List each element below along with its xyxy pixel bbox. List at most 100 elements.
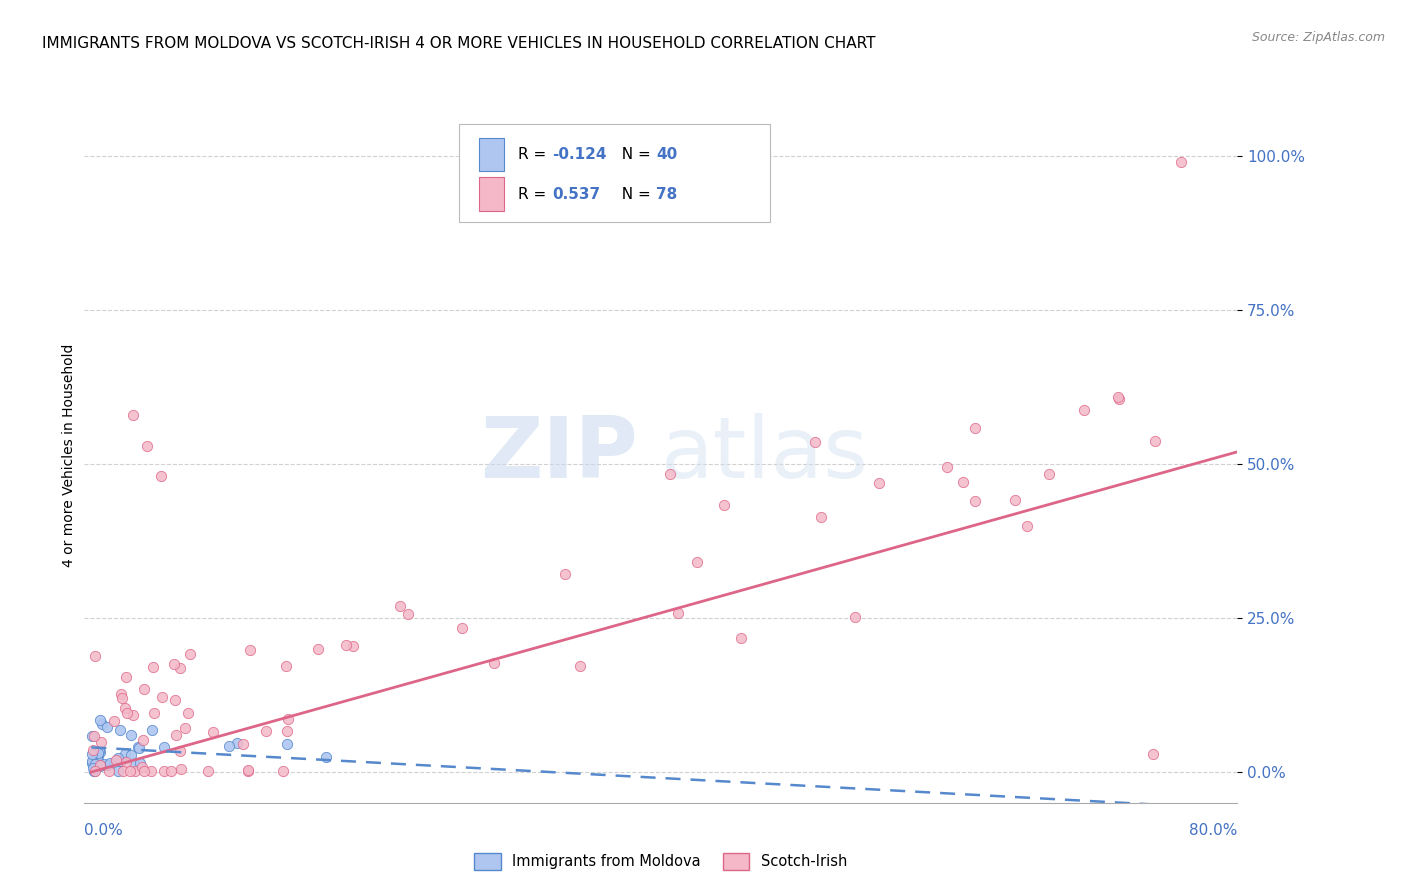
Point xyxy=(90,735,112,749)
Point xyxy=(202,725,225,739)
Point xyxy=(307,641,329,656)
Point xyxy=(82,761,104,775)
Point xyxy=(335,638,357,652)
Text: 0.0%: 0.0% xyxy=(84,823,124,838)
Point xyxy=(111,764,134,779)
Point xyxy=(132,681,155,696)
Point xyxy=(98,756,121,771)
Point xyxy=(554,567,576,582)
FancyBboxPatch shape xyxy=(460,124,770,222)
Point xyxy=(218,739,240,753)
Point xyxy=(141,764,163,779)
Point xyxy=(1004,493,1026,508)
Point xyxy=(111,691,134,706)
Point xyxy=(658,467,681,481)
Point xyxy=(232,737,254,751)
Point xyxy=(89,759,111,773)
Point xyxy=(160,764,183,779)
Point xyxy=(82,754,104,768)
Point xyxy=(107,751,129,765)
Point xyxy=(115,755,138,769)
Point xyxy=(197,764,219,779)
Point xyxy=(236,764,259,779)
Point xyxy=(963,494,986,508)
Point xyxy=(239,642,262,657)
Point xyxy=(342,639,364,653)
Legend: Immigrants from Moldova, Scotch-Irish: Immigrants from Moldova, Scotch-Irish xyxy=(468,847,853,876)
FancyBboxPatch shape xyxy=(478,178,503,211)
Point xyxy=(1107,390,1129,404)
Point xyxy=(82,756,104,770)
Point xyxy=(115,671,138,685)
Point xyxy=(84,764,107,779)
Point xyxy=(174,721,197,735)
Point xyxy=(236,763,259,777)
Point xyxy=(83,648,105,663)
Point xyxy=(803,435,825,450)
Point xyxy=(451,621,474,635)
Text: IMMIGRANTS FROM MOLDOVA VS SCOTCH-IRISH 4 OR MORE VEHICLES IN HOUSEHOLD CORRELAT: IMMIGRANTS FROM MOLDOVA VS SCOTCH-IRISH … xyxy=(42,36,876,51)
Point xyxy=(132,764,155,779)
Point xyxy=(86,749,108,764)
Point xyxy=(82,729,104,743)
Point xyxy=(122,408,145,422)
Point xyxy=(89,757,111,772)
Point xyxy=(952,475,974,490)
Point xyxy=(120,764,142,779)
Text: ZIP: ZIP xyxy=(479,413,638,497)
Point xyxy=(276,737,298,751)
Point xyxy=(103,714,125,729)
Point xyxy=(108,723,131,737)
Point xyxy=(83,762,105,776)
Point xyxy=(225,735,247,749)
Point xyxy=(1143,434,1166,449)
Y-axis label: 4 or more Vehicles in Household: 4 or more Vehicles in Household xyxy=(62,343,76,566)
Point xyxy=(120,747,142,762)
FancyBboxPatch shape xyxy=(478,137,503,171)
Point xyxy=(276,724,298,739)
Point xyxy=(87,748,110,763)
Point xyxy=(170,762,193,776)
Text: R =: R = xyxy=(517,147,551,161)
Point xyxy=(143,706,166,720)
Point xyxy=(150,690,173,704)
Point xyxy=(271,764,294,779)
Point xyxy=(136,439,159,453)
Point xyxy=(936,460,959,475)
Point xyxy=(1073,402,1095,417)
Point xyxy=(87,756,110,771)
Text: 40: 40 xyxy=(657,147,678,161)
Point xyxy=(396,607,419,622)
Point xyxy=(963,421,986,435)
Point xyxy=(105,752,128,766)
Point xyxy=(276,659,298,673)
Point xyxy=(89,714,111,728)
Point xyxy=(163,692,186,706)
Point xyxy=(810,510,832,524)
Point xyxy=(83,764,105,779)
Point xyxy=(569,659,592,673)
Point xyxy=(163,657,186,672)
Point xyxy=(127,740,149,755)
Text: N =: N = xyxy=(613,186,657,202)
Point xyxy=(844,609,866,624)
Point xyxy=(124,764,146,779)
Point xyxy=(128,756,150,770)
Point xyxy=(94,758,117,772)
Point xyxy=(141,723,163,737)
Point xyxy=(89,746,111,760)
Text: 80.0%: 80.0% xyxy=(1189,823,1237,838)
Text: Source: ZipAtlas.com: Source: ZipAtlas.com xyxy=(1251,31,1385,45)
Point xyxy=(1017,519,1039,533)
Text: N =: N = xyxy=(613,147,657,161)
Text: 0.537: 0.537 xyxy=(553,186,600,202)
Point xyxy=(713,498,735,512)
Point xyxy=(142,660,165,674)
Point xyxy=(179,647,201,661)
Point xyxy=(1038,467,1060,481)
Point xyxy=(254,723,277,738)
Point xyxy=(84,756,107,771)
Point xyxy=(83,729,105,743)
Point xyxy=(1170,155,1192,169)
Point xyxy=(110,687,132,701)
